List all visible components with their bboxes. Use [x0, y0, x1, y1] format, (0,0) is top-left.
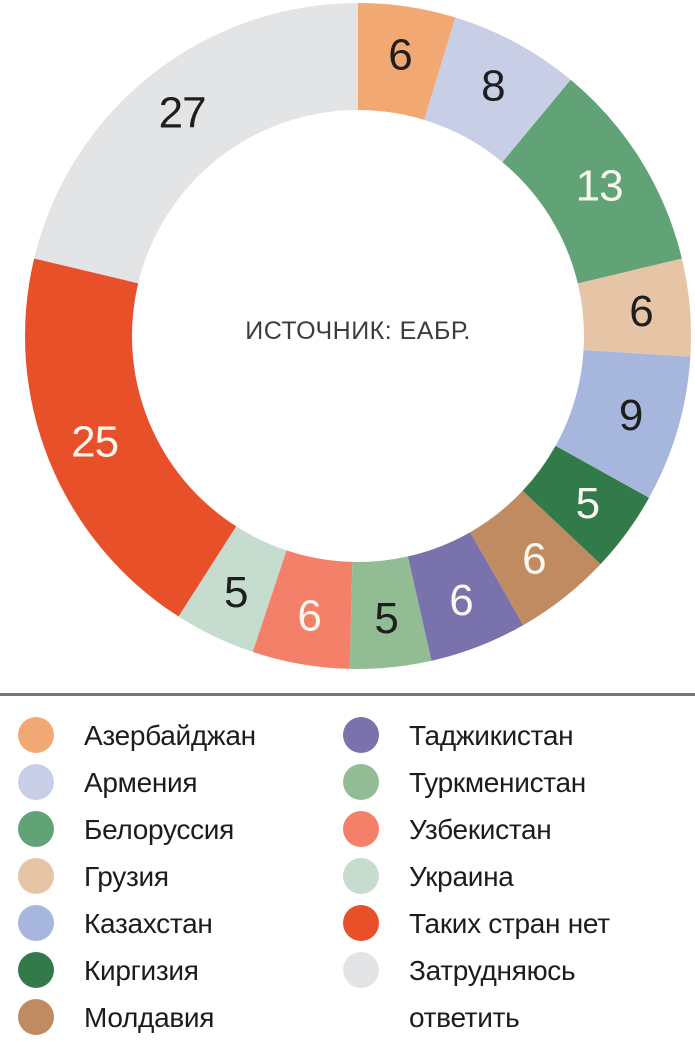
segment-value-label: 5: [374, 594, 397, 643]
legend-item-11: Таких стран нет: [343, 900, 695, 947]
legend-label: Армения: [84, 767, 198, 798]
legend-color-dot: [343, 905, 379, 941]
legend-label: Киргизия: [84, 955, 199, 986]
legend-color-dot: [343, 811, 379, 847]
legend-color-dot: [343, 858, 379, 894]
donut-chart-area: ИСТОЧНИК: ЕАБР. 6 8 13 6 9 5 6 6 5 6 5 25 27: [24, 2, 691, 670]
segment-value-label: 5: [576, 479, 599, 528]
segment-value-label: 6: [449, 576, 472, 625]
legend-label: Украина: [409, 861, 514, 892]
legend-item-12: Затрудняюсь ответить: [343, 947, 695, 1041]
donut-segment-2: [502, 79, 682, 284]
segment-value-label: 27: [159, 89, 206, 138]
donut-segment-7: [407, 532, 524, 661]
donut-segment-0: [358, 2, 456, 120]
donut-segment-3: [577, 258, 691, 357]
segment-value-label: 8: [481, 62, 504, 111]
legend-label: Узбекистан: [409, 814, 552, 845]
donut-segment-6: [470, 490, 601, 626]
donut-segment-1: [424, 17, 571, 163]
legend-item-7: Таджикистан: [343, 712, 695, 759]
segment-value-label: 25: [71, 418, 118, 467]
donut-segment-4: [555, 349, 691, 498]
segment-value-label: 9: [619, 391, 642, 440]
legend-item-0: Азербайджан: [18, 712, 343, 759]
legend-label: Азербайджан: [84, 720, 256, 751]
donut-segment-9: [252, 550, 353, 669]
legend-item-6: Молдавия: [18, 994, 343, 1041]
legend-label: Туркменистан: [409, 767, 586, 798]
legend-column-right: Таджикистан Туркменистан Узбекистан Украина…: [343, 712, 695, 1041]
legend: Азербайджан Армения Белоруссия Грузия Казахс…: [0, 696, 695, 1041]
legend-label: Казахстан: [84, 908, 213, 939]
legend-color-dot: [18, 858, 54, 894]
legend-color-dot: [343, 952, 379, 988]
legend-label: Таких стран нет: [409, 908, 610, 939]
donut-segment-11: [24, 258, 237, 617]
legend-color-dot: [18, 764, 54, 800]
donut-segment-12: [34, 3, 359, 284]
legend-item-3: Грузия: [18, 853, 343, 900]
legend-color-dot: [18, 999, 54, 1035]
donut-segment-10: [178, 526, 287, 652]
legend-item-1: Армения: [18, 759, 343, 806]
legend-item-10: Украина: [343, 853, 695, 900]
legend-label: Затрудняюсь ответить: [409, 955, 576, 1033]
legend-color-dot: [18, 905, 54, 941]
legend-item-4: Казахстан: [18, 900, 343, 947]
legend-color-dot: [343, 764, 379, 800]
legend-item-2: Белоруссия: [18, 806, 343, 853]
legend-color-dot: [18, 952, 54, 988]
legend-divider: [0, 693, 695, 696]
segment-value-label: 5: [224, 568, 247, 617]
legend-label: Таджикистан: [409, 720, 574, 751]
legend-color-dot: [343, 717, 379, 753]
donut-segment-8: [349, 556, 432, 670]
segment-value-label: 6: [522, 534, 545, 583]
source-label: ИСТОЧНИК: ЕАБР.: [245, 317, 471, 345]
legend-item-9: Узбекистан: [343, 806, 695, 853]
legend-item-8: Туркменистан: [343, 759, 695, 806]
legend-label: Молдавия: [84, 1002, 215, 1033]
legend-color-dot: [18, 717, 54, 753]
donut-segment-5: [522, 445, 650, 565]
legend-label: Грузия: [84, 861, 169, 892]
legend-column-left: Азербайджан Армения Белоруссия Грузия Казахс…: [18, 712, 343, 1041]
segment-value-label: 6: [629, 287, 652, 336]
legend-item-5: Киргизия: [18, 947, 343, 994]
segment-value-label: 13: [576, 161, 623, 210]
segment-value-label: 6: [297, 591, 320, 640]
legend-label: Белоруссия: [84, 814, 234, 845]
segment-value-label: 6: [388, 31, 411, 80]
legend-color-dot: [18, 811, 54, 847]
